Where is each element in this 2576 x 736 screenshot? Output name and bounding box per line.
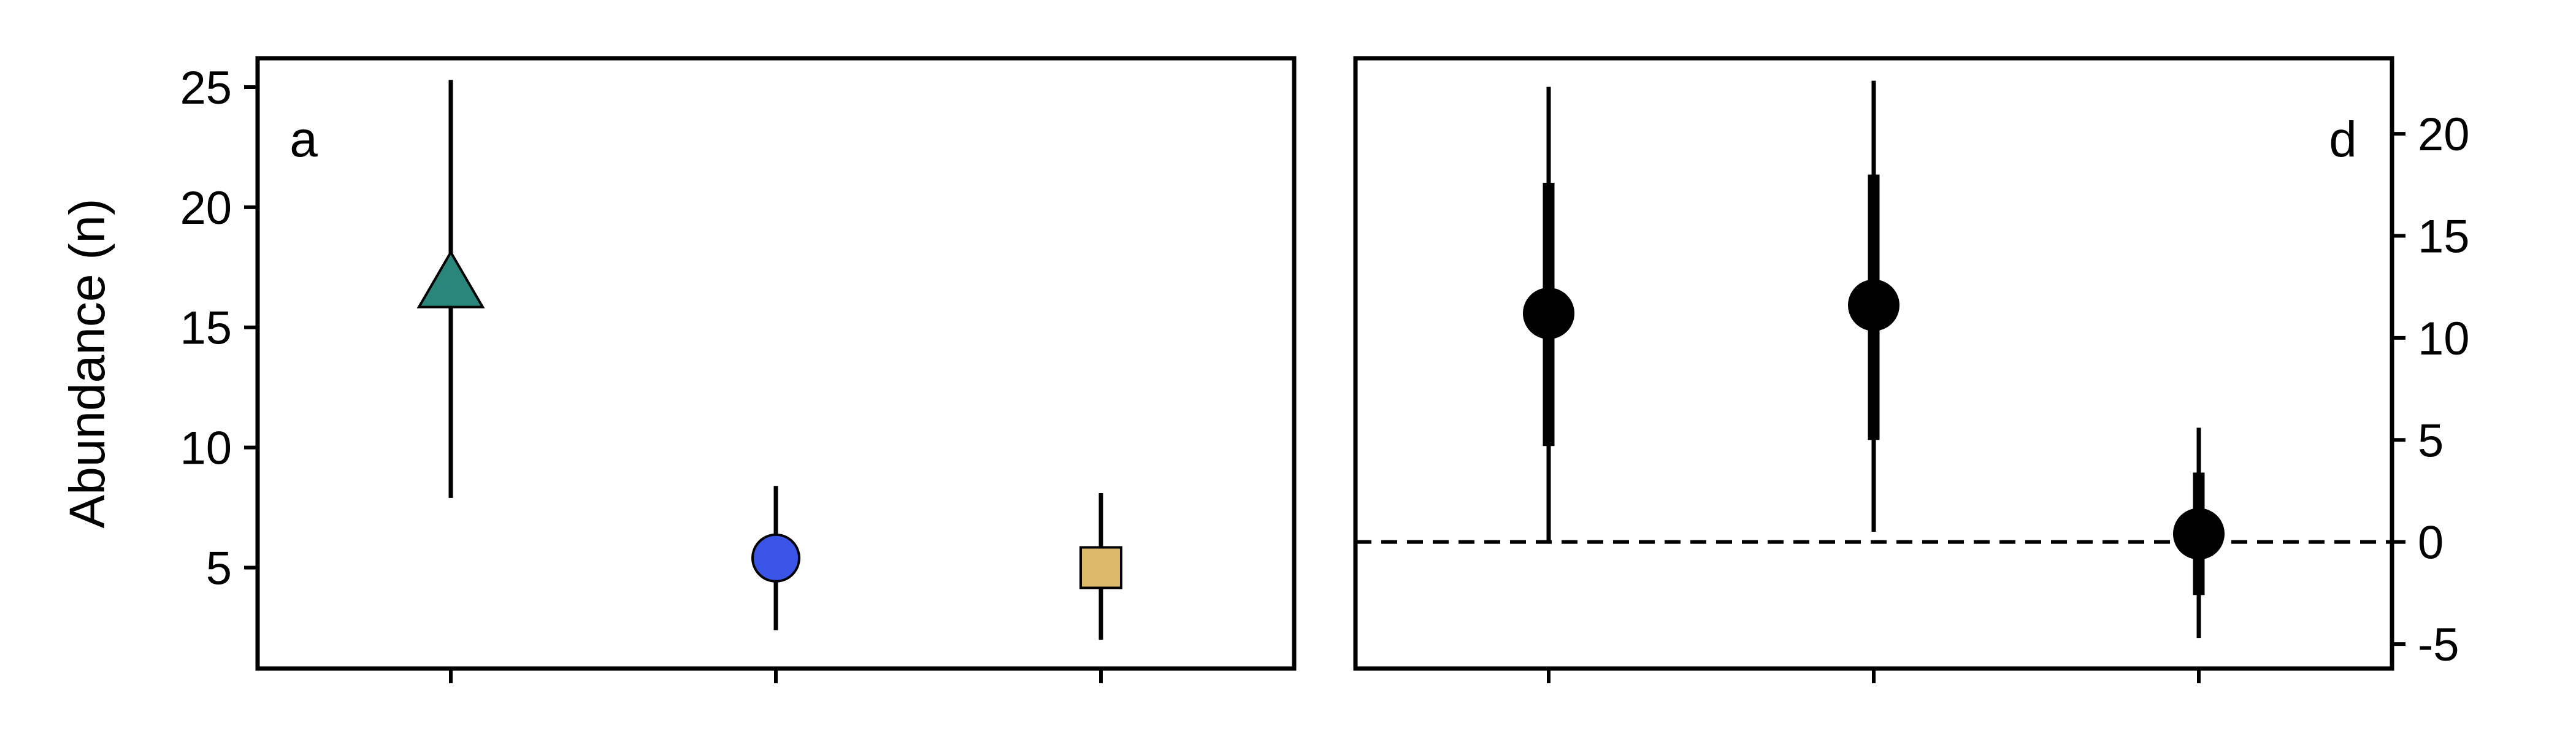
y-tick-label: 25	[180, 62, 232, 114]
y-tick-label: -5	[2418, 619, 2459, 671]
data-point-circle	[751, 533, 800, 583]
y-tick-label: 5	[206, 542, 232, 594]
y-tick-label: 20	[180, 182, 232, 234]
panel-d: -5 0 5 10 15 20 d	[1353, 56, 2470, 683]
y-tick-label: 10	[180, 423, 232, 475]
data-point-circle	[2173, 508, 2225, 560]
y-tick-label: 15	[180, 302, 232, 355]
y-tick-label: 15	[2418, 211, 2470, 263]
y-tick-label: 20	[2418, 109, 2470, 161]
data-point-triangle	[416, 250, 485, 309]
panel-label: a	[289, 112, 318, 167]
data-point-circle	[1848, 279, 1899, 331]
data-point-square	[1079, 546, 1122, 589]
y-tick-label: 5	[2418, 415, 2444, 467]
plot-frame	[1353, 56, 2394, 671]
panel-label: d	[2329, 112, 2357, 167]
y-tick-label: 10	[2418, 313, 2470, 365]
data-point-circle	[1523, 287, 1574, 339]
plot-frame	[255, 56, 1297, 671]
y-axis-title: Abundance (n)	[59, 199, 115, 529]
panel-a: 5 10 15 20 25 a Abundance (n)	[59, 56, 1297, 683]
y-tick-label: 0	[2418, 517, 2444, 569]
